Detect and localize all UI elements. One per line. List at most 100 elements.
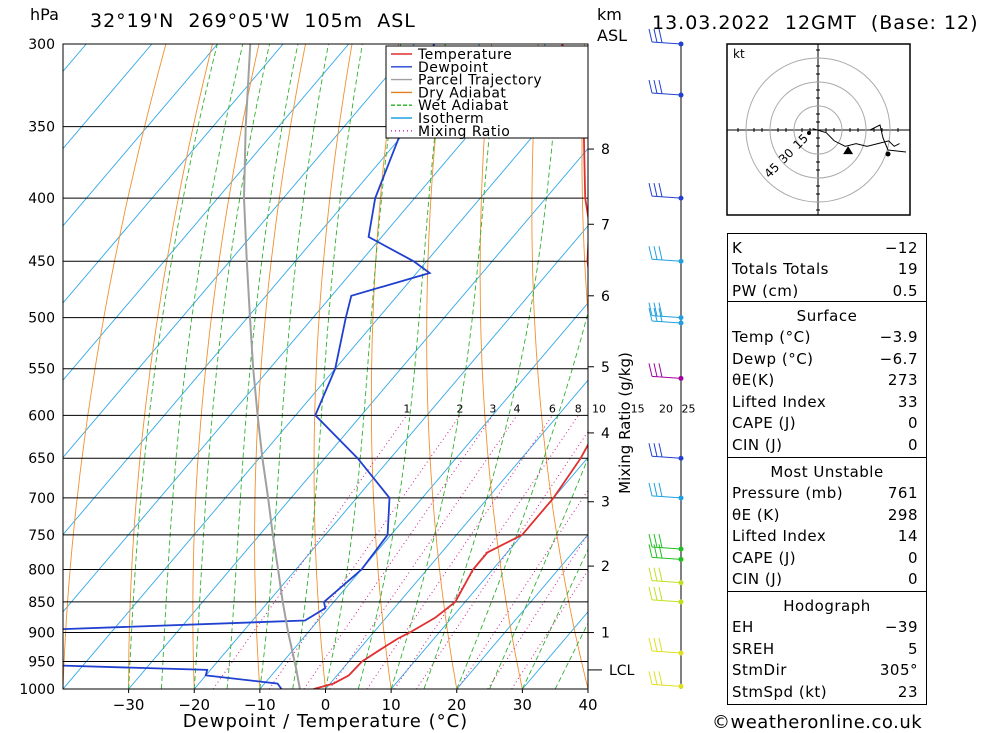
- dry-adiabat-line: [192, 44, 260, 689]
- index-section-title: Most Unstable: [770, 462, 884, 481]
- hodograph-index-table: Hodograph EH −39 SREH 5 StmDir 305° StmSpd (kt)…: [728, 595, 926, 703]
- mixing-ratio-line: [457, 489, 588, 689]
- barb-feather: [653, 443, 658, 457]
- x-tick-label: 20: [447, 696, 466, 714]
- barb-feather: [658, 183, 663, 197]
- hodograph-trace-upper: [869, 124, 907, 153]
- index-label: θE (K): [732, 505, 780, 524]
- wet-adiabat-line: [292, 44, 363, 689]
- barb-feather: [653, 302, 658, 317]
- general-index-table: K −12 Totals Totals 19 PW (cm) 0.5: [728, 237, 926, 302]
- pressure-unit: hPa: [30, 5, 59, 24]
- index-value: 273: [887, 371, 918, 390]
- surface-table: Surface Temp (°C) −3.9 Dewp (°C) −6.7 θE(K) 27…: [728, 305, 926, 456]
- mixing-ratio-line: [268, 415, 461, 689]
- dry-adiabat-line: [254, 44, 306, 689]
- wet-adiabat-line: [259, 44, 329, 689]
- legend-label: Temperature: [417, 47, 512, 63]
- index-row: Temp (°C) −3.9: [728, 327, 926, 349]
- barb-feather: [648, 183, 653, 197]
- x-tick-label: 10: [382, 696, 401, 714]
- barb-feather: [648, 246, 653, 260]
- dry-adiabat-line: [313, 44, 353, 689]
- barb-feather: [653, 307, 658, 322]
- temperature-line: [313, 44, 588, 689]
- mixing-ratio-line: [415, 430, 588, 689]
- legend-label: Mixing Ratio: [418, 124, 510, 140]
- pressure-label: 400: [28, 191, 55, 207]
- index-value: 761: [887, 484, 918, 503]
- km-label: 4: [601, 426, 610, 442]
- index-label: Pressure (mb): [732, 484, 844, 503]
- barb-shaft: [651, 580, 682, 584]
- index-value: 0: [907, 414, 918, 433]
- index-label: StmDir: [732, 661, 787, 680]
- barb-feather: [648, 533, 653, 548]
- hodograph-unit-label: kt: [733, 47, 745, 61]
- wind-barb: [648, 671, 684, 689]
- index-row: Dewp (°C) −6.7: [728, 348, 926, 370]
- barb-shaft: [651, 683, 682, 687]
- pressure-label: 800: [28, 562, 55, 578]
- barb-feather: [648, 28, 653, 43]
- barb-feather: [653, 544, 658, 558]
- index-value: 19: [897, 260, 918, 279]
- index-label: StmSpd (kt): [732, 682, 828, 701]
- dry-adiabat-line: [957, 44, 1000, 689]
- hodograph-ring: [745, 57, 891, 203]
- pressure-label: 1000: [19, 682, 55, 698]
- location-title: 32°19'N 269°05'W 105m ASL: [90, 10, 416, 32]
- barb-shaft: [651, 556, 682, 560]
- barb-feather: [648, 443, 653, 457]
- barb-feather: [648, 363, 653, 377]
- legend-box: [385, 45, 589, 139]
- wet-adiabat-line: [193, 44, 270, 689]
- wind-barb: [648, 637, 684, 656]
- index-label: Lifted Index: [732, 527, 827, 546]
- barb-feather: [658, 586, 663, 601]
- barb-feather: [648, 567, 653, 581]
- wet-adiabat-line: [489, 456, 588, 689]
- barb-feather: [658, 79, 663, 94]
- barb-feather: [653, 637, 658, 652]
- index-value: −6.7: [879, 349, 918, 368]
- index-label: SREH: [732, 639, 775, 658]
- wind-barbs: [648, 28, 684, 689]
- wet-adiabat-line: [160, 44, 244, 689]
- isotherm-line: [63, 44, 153, 150]
- index-label: Temp (°C): [732, 328, 811, 347]
- mixing-ratio-line: [366, 415, 553, 689]
- datetime-title: 13.03.2022 12GMT (Base: 12): [652, 12, 979, 34]
- index-value: 298: [887, 505, 918, 524]
- index-row: Totals Totals 19: [728, 259, 926, 281]
- wet-adiabat-line: [423, 44, 563, 689]
- isotherm-line: [390, 456, 588, 689]
- index-row: θE (K) 298: [728, 504, 926, 526]
- legend-label: Dry Adiabat: [418, 85, 506, 101]
- wind-barb: [648, 586, 684, 605]
- index-value: −12: [884, 238, 918, 257]
- barb-feather: [658, 28, 663, 43]
- most-unstable-box: Most Unstable Pressure (mb) 761 θE (K) 298 Li…: [727, 457, 927, 593]
- x-tick-label: 40: [578, 696, 597, 714]
- barb-feather: [653, 79, 658, 94]
- index-section-title: Hodograph: [783, 596, 871, 615]
- barb-feather: [658, 637, 663, 652]
- pressure-label: 500: [28, 311, 55, 327]
- km-label: 6: [601, 289, 610, 305]
- mixing-ratio-label: 8: [575, 402, 582, 415]
- index-row: StmSpd (kt) 23: [728, 681, 926, 703]
- index-row: CIN (J) 0: [728, 434, 926, 456]
- index-label: K: [732, 238, 743, 257]
- asl-unit: ASL: [597, 26, 628, 45]
- hodograph-index-box: Hodograph EH −39 SREH 5 StmDir 305° StmSpd (kt)…: [727, 591, 927, 705]
- legend-label: Wet Adiabat: [418, 98, 509, 114]
- barb-shaft: [651, 41, 682, 45]
- index-row: θE(K) 273: [728, 370, 926, 392]
- pressure-gridlines: [63, 43, 588, 690]
- index-value: 33: [897, 392, 918, 411]
- isotherm-line: [63, 44, 546, 613]
- isotherm-line: [63, 44, 284, 304]
